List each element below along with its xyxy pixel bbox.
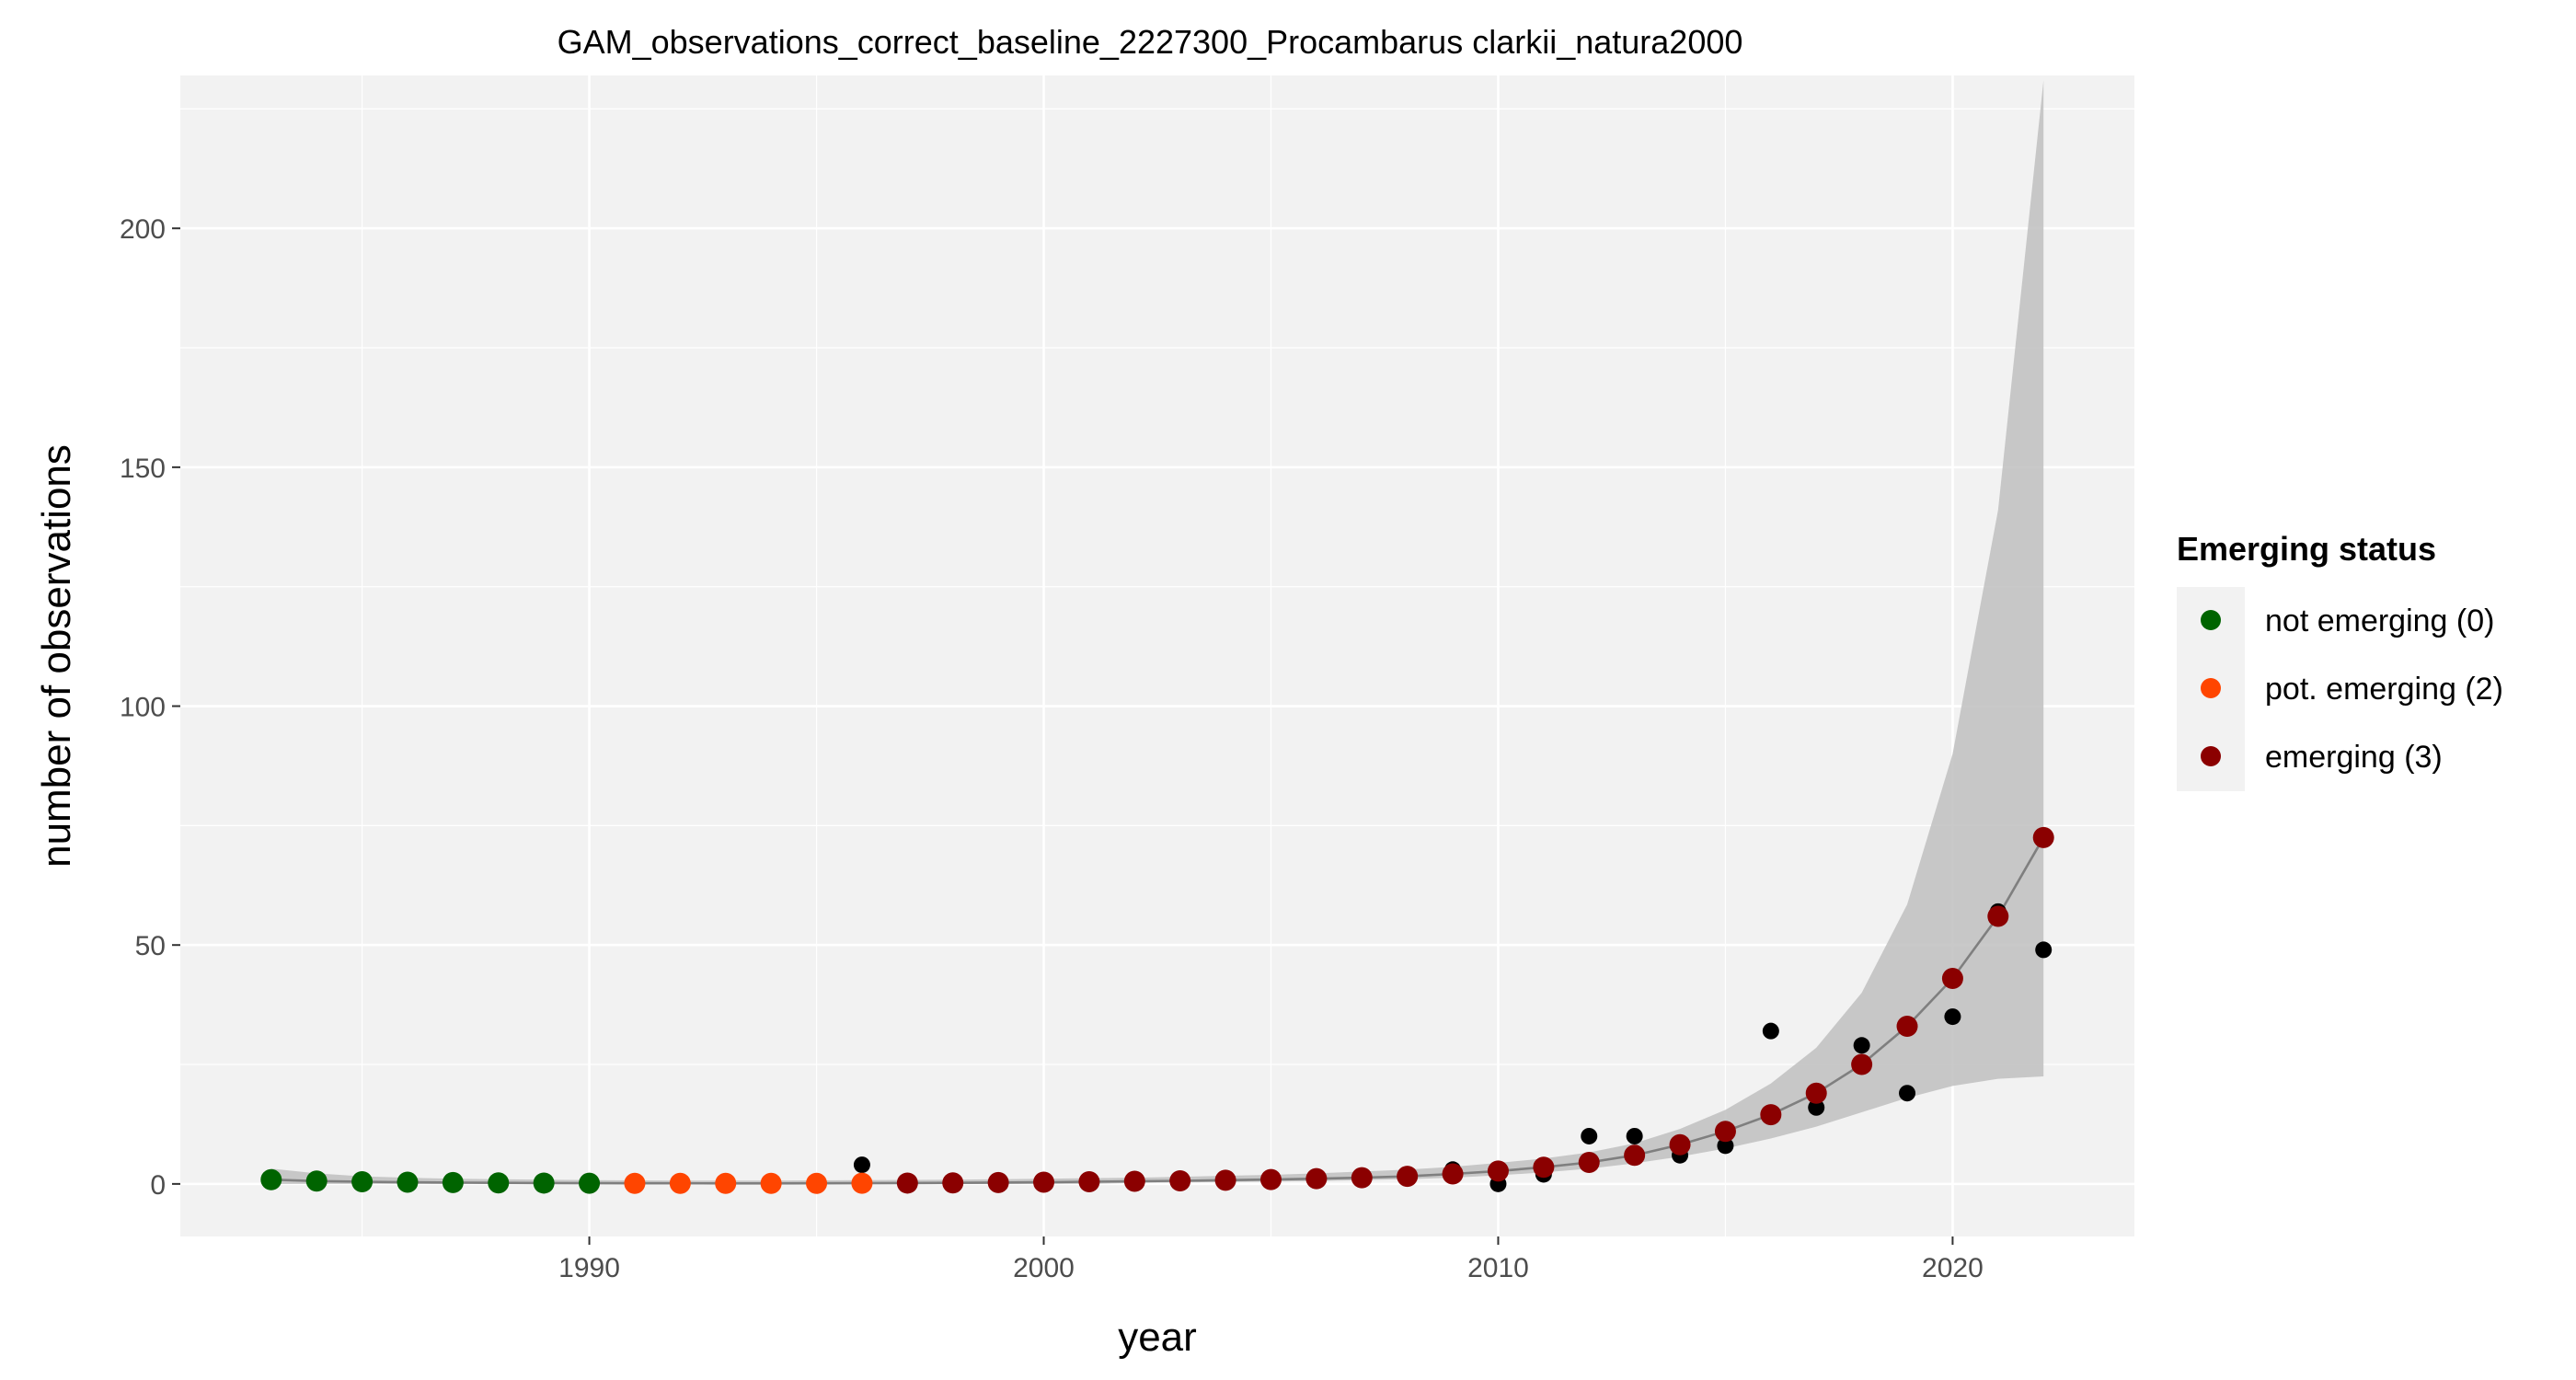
fitted-point [1578,1152,1600,1174]
fitted-point [1169,1169,1191,1191]
observed-point [2035,941,2053,959]
fitted-point [1533,1156,1555,1179]
legend-key-not-emerging [2201,610,2221,630]
fitted-point [1987,905,2009,927]
fitted-point [1669,1133,1691,1156]
legend-label-not-emerging: not emerging (0) [2265,604,2494,638]
observed-point [1581,1127,1598,1144]
legend-key-pot-emerging [2201,678,2221,698]
fitted-point [579,1172,601,1194]
fitted-point [806,1172,828,1194]
y-axis: 0 50 100 150 200 [120,214,180,1201]
minor-gridlines [180,75,2134,1236]
gam-fit-line [270,836,2045,1185]
fitted-point [1760,1104,1782,1126]
fitted-point [1805,1082,1827,1104]
observed-point [1944,1008,1961,1026]
fitted-point [1714,1121,1736,1143]
plot-panel [180,75,2134,1236]
legend-title: Emerging status [2177,530,2436,568]
fitted-point [1397,1166,1419,1188]
observed-point [1717,1137,1734,1155]
fitted-point [1078,1171,1100,1193]
fitted-point [1487,1160,1509,1182]
y-tick-label: 50 [135,931,166,961]
fitted-point [851,1172,873,1194]
fitted-point [1033,1171,1055,1193]
fit-line-layer [270,836,2045,1185]
x-tick-label: 2000 [1013,1253,1075,1283]
legend-label-emerging: emerging (3) [2265,740,2443,775]
fitted-point [896,1172,918,1194]
legend: Emerging status not emerging (0) pot. em… [2177,530,2503,791]
fitted-point [533,1172,555,1194]
fitted-point [1123,1170,1145,1192]
fitted-point [1351,1167,1373,1189]
legend-label-pot-emerging: pot. emerging (2) [2265,672,2503,707]
fitted-point [760,1172,782,1194]
fitted-point [669,1172,691,1194]
fitted-point [488,1172,510,1194]
observed-point [1626,1127,1643,1144]
x-tick-label: 2020 [1922,1253,1984,1283]
x-tick-label: 2010 [1467,1253,1529,1283]
fitted-point [1442,1163,1464,1185]
fitted-point [1896,1015,1918,1037]
fitted-point [1305,1167,1328,1190]
observed-point [853,1156,870,1174]
observed-point [1762,1022,1779,1040]
fitted-point [351,1171,374,1193]
legend-key-emerging [2201,746,2221,766]
fitted-point [260,1168,282,1190]
y-tick-label: 100 [120,693,166,723]
fitted-point [442,1171,464,1193]
fitted-point [942,1172,964,1194]
x-axis-title: year [1118,1315,1197,1360]
fitted-point [715,1172,737,1194]
fitted-point [2032,826,2054,848]
observed-point [1899,1085,1916,1102]
fitted-points [260,826,2054,1194]
fitted-point [1941,968,1963,990]
fitted-point [987,1171,1009,1193]
fitted-point [397,1171,419,1193]
observed-point [1808,1098,1825,1116]
chart-title: GAM_observations_correct_baseline_222730… [558,23,1743,61]
fitted-point [1214,1169,1236,1191]
x-axis: 1990 2000 2010 2020 [558,1236,1984,1283]
fitted-point [1851,1053,1873,1075]
y-tick-label: 200 [120,214,166,245]
fitted-point [1624,1144,1646,1167]
fitted-point [624,1172,646,1194]
y-axis-title: number of observations [34,444,79,868]
fitted-point [1259,1168,1282,1190]
y-tick-label: 150 [120,454,166,484]
y-tick-label: 0 [150,1170,166,1201]
fitted-point [305,1170,328,1192]
x-tick-label: 1990 [558,1253,620,1283]
observed-point [1853,1037,1870,1054]
